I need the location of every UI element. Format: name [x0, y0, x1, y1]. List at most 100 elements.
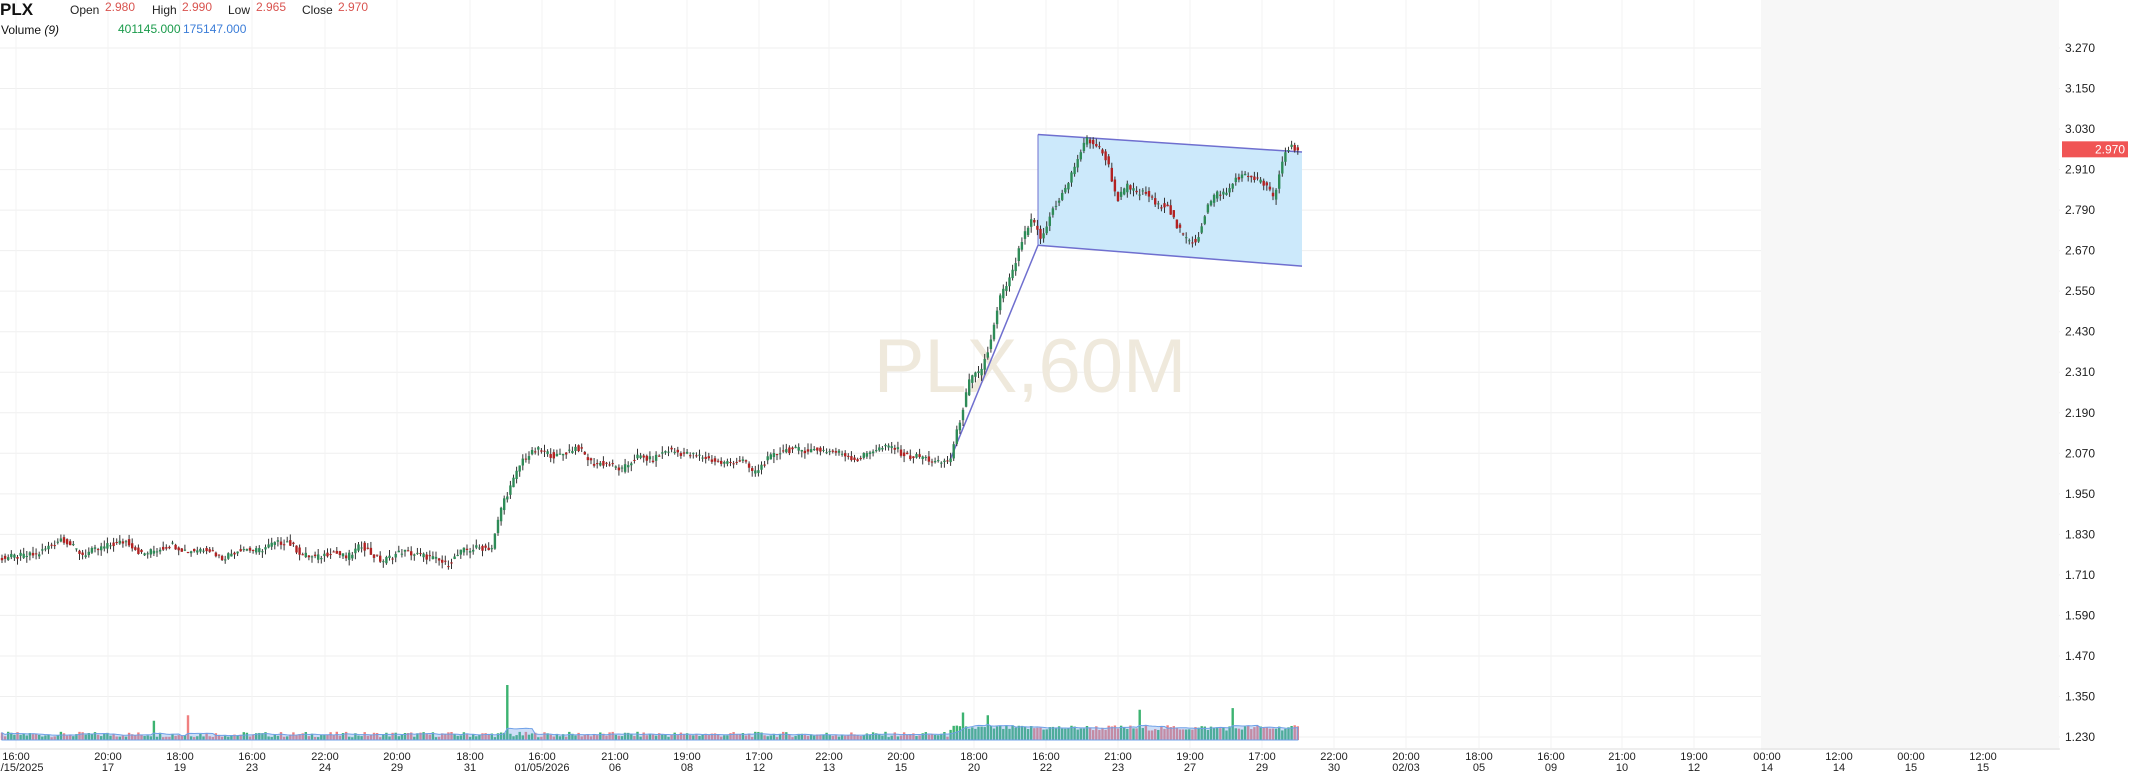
volume-bar	[704, 733, 707, 740]
x-tick-time: 21:00	[601, 751, 629, 763]
candle-body	[1203, 216, 1206, 224]
volume-bar	[1268, 728, 1272, 740]
volume-bar	[1181, 729, 1185, 740]
candle-body	[183, 549, 187, 551]
volume-bar	[850, 732, 853, 740]
candle-body	[927, 456, 931, 462]
volume-bar	[65, 735, 69, 740]
candle-body	[270, 542, 273, 547]
candle-body	[115, 541, 118, 543]
volume-bar	[1085, 725, 1089, 740]
volume-bar	[800, 733, 803, 740]
candle-body	[589, 458, 593, 461]
volume-bar	[571, 733, 574, 740]
volume-bar	[840, 735, 844, 740]
volume-bar	[995, 726, 999, 740]
candle-body	[1157, 203, 1160, 205]
volume-bar	[124, 736, 128, 740]
candle-body	[462, 547, 466, 553]
volume-bar	[96, 734, 100, 740]
trend-line[interactable]	[949, 244, 1039, 461]
volume-bar	[493, 737, 497, 740]
candle-body	[599, 462, 602, 466]
volume-bar	[239, 734, 242, 740]
candle-body	[875, 450, 878, 452]
candle-body	[16, 557, 19, 559]
candle-body	[1178, 224, 1182, 228]
candle-body	[279, 541, 283, 545]
price-axis[interactable]: 3.270 3.150 3.030 2.910 2.790 2.670 2.550 2.430…	[2065, 41, 2095, 744]
candle-body	[484, 545, 487, 548]
channel-upper-line[interactable]	[1037, 133, 1303, 153]
candle-body	[75, 548, 78, 550]
volume-bar	[10, 732, 13, 740]
volume-bar	[236, 735, 239, 740]
volume-bar	[1042, 729, 1045, 740]
candle-body	[1085, 137, 1089, 145]
volume-bar	[853, 734, 856, 740]
volume-bar	[1250, 729, 1253, 740]
x-tick-date: 20	[968, 762, 980, 774]
x-tick-time: 20:00	[383, 751, 411, 763]
volume-bar	[1113, 725, 1117, 740]
candle-body	[977, 371, 980, 374]
candle-body	[1172, 210, 1175, 218]
volume-bar	[499, 732, 503, 740]
volume-bar	[1243, 726, 1247, 740]
volume-bar	[1036, 727, 1039, 740]
candle-body	[233, 552, 236, 555]
candle-body	[0, 557, 4, 561]
volume-bar	[521, 735, 524, 740]
x-tick-time: 21:00	[1104, 751, 1132, 763]
candle-body	[1278, 174, 1281, 189]
volume-bar	[351, 737, 354, 740]
volume-bar	[394, 732, 397, 740]
volume-bar	[1002, 728, 1005, 740]
candle-body	[1051, 208, 1055, 215]
volume-bar	[989, 725, 993, 740]
candle-body	[248, 547, 252, 551]
volume-bar	[1287, 727, 1290, 740]
candle-body	[856, 459, 859, 462]
volume-bar	[1212, 727, 1216, 740]
volume-bar	[273, 734, 276, 740]
volume-bar	[1014, 727, 1017, 740]
candle-body	[286, 541, 289, 543]
candle-body	[276, 540, 280, 542]
candle-body	[549, 454, 552, 458]
candle-body	[1002, 288, 1005, 299]
volume-bar	[633, 735, 636, 740]
candle-body	[800, 449, 803, 452]
candle-body	[96, 549, 100, 551]
candle-body	[989, 339, 993, 350]
candle-body	[1147, 190, 1151, 197]
candle-body	[419, 553, 422, 555]
candle-body	[10, 553, 13, 558]
candle-body	[1274, 189, 1278, 200]
candle-body	[363, 542, 366, 551]
candle-body	[186, 551, 190, 553]
volume-bar	[183, 735, 187, 740]
candle-body	[143, 553, 146, 556]
volume-bar	[732, 732, 735, 740]
x-tick-date: 06	[609, 762, 621, 774]
candle-body	[379, 555, 382, 562]
candle-body	[298, 547, 301, 555]
channel-lower-line[interactable]	[1037, 244, 1303, 267]
volume-bar	[1265, 727, 1268, 740]
volume-bar	[667, 736, 670, 740]
channel-fill[interactable]	[1038, 134, 1302, 267]
x-tick-time: 18:00	[1465, 751, 1493, 763]
candle-body	[214, 552, 218, 557]
parallel-channel[interactable]	[949, 133, 1303, 461]
candle-body	[1082, 142, 1086, 151]
candle-body	[487, 547, 490, 551]
volume-bar	[31, 734, 35, 740]
volume-bar	[375, 732, 379, 740]
candle-body	[834, 451, 838, 453]
time-axis[interactable]: 16:0012/15/202520:001718:001916:002322:0…	[0, 748, 2060, 774]
watermark: PLX,60M	[874, 324, 1187, 409]
candle-body	[137, 547, 140, 554]
